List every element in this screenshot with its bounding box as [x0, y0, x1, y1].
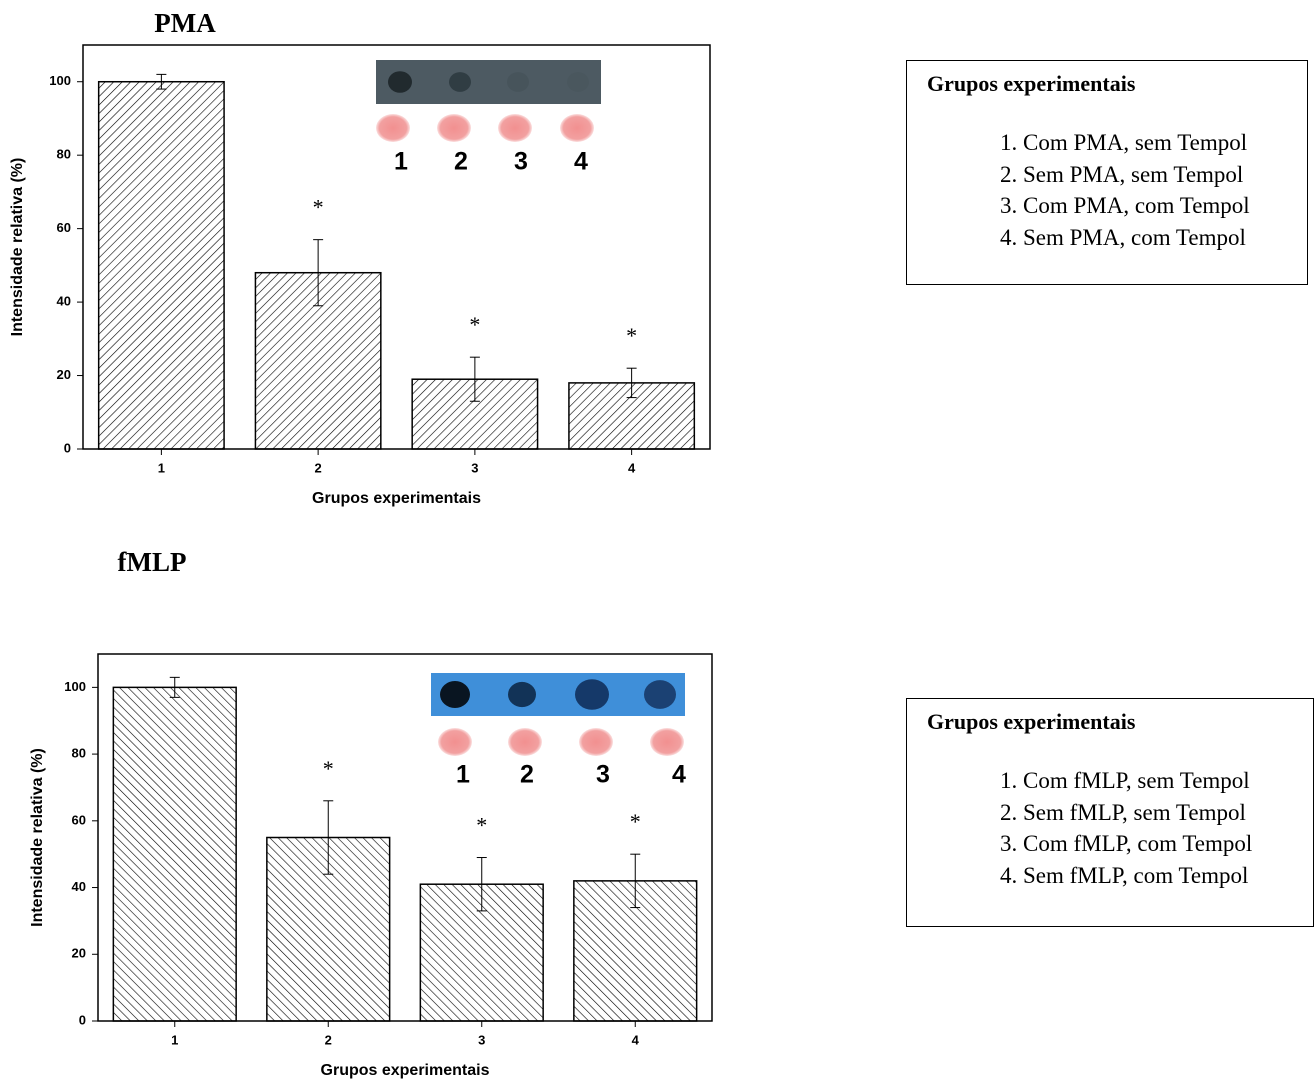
y-tick-label: 60 — [57, 220, 71, 235]
x-axis-label: Grupos experimentais — [312, 490, 481, 507]
groups-box-title: Grupos experimentais — [927, 71, 1135, 97]
y-tick-label: 80 — [57, 147, 71, 162]
blot-spot — [508, 682, 536, 707]
x-tick-label: 1 — [171, 1032, 178, 1047]
blot-spot — [507, 72, 529, 92]
y-axis-label: Intensidade relativa (%) — [29, 748, 46, 927]
group-item: Sem PMA, com Tempol — [1023, 222, 1250, 254]
group-item: Com PMA, com Tempol — [1023, 190, 1250, 222]
groups-list: Com fMLP, sem TempolSem fMLP, sem Tempol… — [977, 765, 1252, 891]
blot-spot — [644, 680, 676, 709]
significance: * — [476, 813, 487, 838]
x-tick-label: 3 — [478, 1032, 485, 1047]
significance: * — [313, 195, 324, 220]
blot-spot — [388, 71, 412, 93]
blot-spot — [567, 72, 589, 92]
groups-box-title: Grupos experimentais — [927, 709, 1135, 735]
x-tick-label: 2 — [315, 460, 322, 475]
chart-title: fMLP — [118, 547, 187, 577]
significance: * — [630, 809, 641, 834]
y-tick-label: 100 — [49, 73, 71, 88]
x-axis-label: Grupos experimentais — [321, 1062, 490, 1079]
y-tick-label: 60 — [72, 812, 86, 827]
blot-spot — [440, 681, 470, 708]
inset-label: 4 — [672, 761, 686, 789]
group-item: Com PMA, sem Tempol — [1023, 127, 1250, 159]
blot-spot — [575, 679, 609, 710]
bar — [99, 82, 224, 449]
group-item: Sem fMLP, sem Tempol — [1023, 797, 1252, 829]
group-item: Sem PMA, sem Tempol — [1023, 159, 1250, 191]
y-tick-label: 20 — [72, 946, 86, 961]
inset-label: 2 — [520, 761, 534, 789]
y-tick-label: 80 — [72, 746, 86, 761]
significance: * — [626, 323, 637, 348]
significance: * — [469, 312, 480, 337]
stain-spot — [438, 728, 472, 756]
bar — [113, 687, 236, 1021]
inset-label: 4 — [574, 148, 588, 176]
groups-list: Com PMA, sem TempolSem PMA, sem TempolCo… — [977, 127, 1250, 253]
y-tick-label: 20 — [57, 367, 71, 382]
inset-label: 1 — [394, 148, 408, 176]
stain-spot — [437, 114, 471, 142]
stain-spot — [650, 728, 684, 756]
y-tick-label: 40 — [72, 879, 86, 894]
x-tick-label: 4 — [628, 460, 636, 475]
x-tick-label: 3 — [471, 460, 478, 475]
x-tick-label: 2 — [325, 1032, 332, 1047]
groups-box: Grupos experimentais Com fMLP, sem Tempol… — [906, 698, 1314, 927]
stain-spot — [376, 114, 410, 142]
y-tick-label: 40 — [57, 294, 71, 309]
blot-spot — [449, 72, 471, 92]
inset-label: 3 — [514, 148, 528, 176]
x-tick-label: 1 — [158, 460, 165, 475]
inset-label: 1 — [456, 761, 470, 789]
group-item: Com fMLP, sem Tempol — [1023, 765, 1252, 797]
stain-spot — [560, 114, 594, 142]
group-item: Sem fMLP, com Tempol — [1023, 860, 1252, 892]
inset-label: 3 — [596, 761, 610, 789]
group-item: Com fMLP, com Tempol — [1023, 828, 1252, 860]
stain-spot — [498, 114, 532, 142]
stain-spot — [508, 728, 542, 756]
y-tick-label: 0 — [64, 440, 71, 455]
inset-label: 2 — [454, 148, 468, 176]
page: {"chart_data": [ {"type": "bar", "title"… — [0, 0, 1314, 1079]
groups-box: Grupos experimentaisCom PMA, sem TempolS… — [906, 60, 1308, 285]
x-tick-label: 4 — [632, 1032, 640, 1047]
stain-spot — [579, 728, 613, 756]
y-tick-label: 100 — [64, 679, 86, 694]
chart-title: PMA — [154, 8, 216, 38]
y-tick-label: 0 — [79, 1012, 86, 1027]
significance: * — [323, 756, 334, 781]
y-axis-label: Intensidade relativa (%) — [9, 158, 26, 337]
